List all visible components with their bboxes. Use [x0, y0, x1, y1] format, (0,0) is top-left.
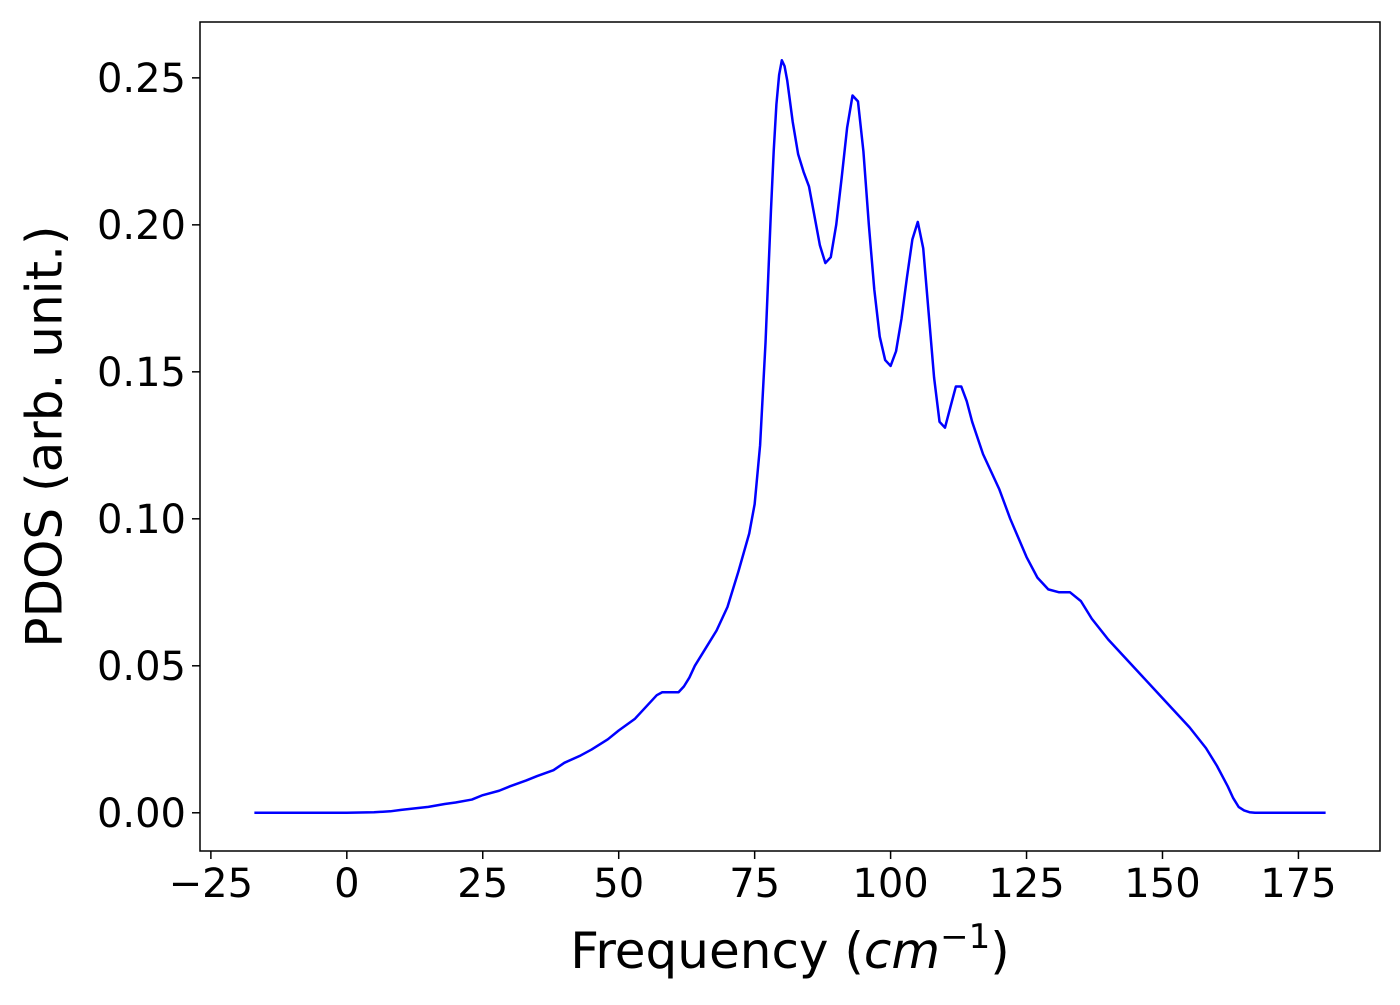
pdos-series-line [254, 58, 1326, 815]
y-tick-label: 0.25 [97, 56, 186, 102]
x-tick-label: 25 [457, 861, 508, 907]
y-tick-label: 0.20 [97, 203, 186, 249]
y-tick-label: 0.05 [97, 644, 186, 690]
x-tick-label: 125 [988, 861, 1064, 907]
x-tick-label: −25 [169, 861, 253, 907]
x-tick-label: 50 [593, 861, 644, 907]
y-axis-ticks: 0.00 0.05 0.10 0.15 0.20 0.25 [97, 56, 200, 837]
x-tick-label: 100 [852, 861, 928, 907]
y-axis-label: PDOS (arb. unit.) [16, 225, 74, 647]
series-layer [254, 58, 1326, 815]
x-axis-label: Frequency (cm−1) [570, 917, 1010, 980]
x-tick-label: 175 [1260, 861, 1336, 907]
y-tick-label: 0.10 [97, 497, 186, 543]
x-tick-label: 0 [334, 861, 359, 907]
x-tick-label: 150 [1124, 861, 1200, 907]
y-tick-label: 0.00 [97, 791, 186, 837]
axes-frame [199, 21, 1381, 852]
x-tick-label: 75 [729, 861, 780, 907]
x-axis-ticks: −25 0 25 50 75 100 125 150 175 [169, 851, 1337, 907]
y-tick-label: 0.15 [97, 350, 186, 396]
